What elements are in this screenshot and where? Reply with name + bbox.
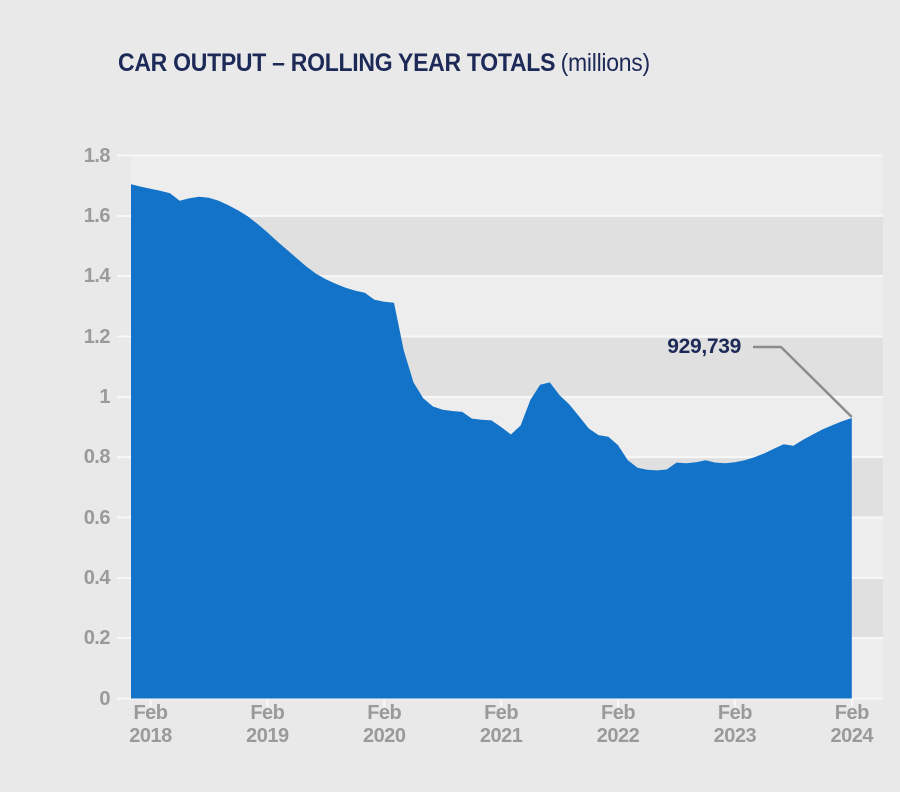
x-axis-label-feb-2022: Feb 2022 bbox=[596, 702, 640, 747]
chart-title-unit: (millions) bbox=[560, 49, 651, 77]
x-axis-label-feb-2024: Feb 2024 bbox=[830, 702, 874, 747]
annotation-leader-line bbox=[753, 345, 853, 418]
x-axis-label-feb-2021: Feb 2021 bbox=[479, 702, 523, 747]
y-axis-label-0-2: 0.2 bbox=[83, 627, 111, 650]
area-series-car-output bbox=[131, 184, 852, 699]
y-axis-label-0-8: 0.8 bbox=[83, 446, 111, 469]
x-axis-ticks bbox=[149, 698, 853, 707]
x-axis-label-feb-2019: Feb 2019 bbox=[246, 702, 289, 747]
y-axis-label-1-6: 1.6 bbox=[83, 204, 111, 227]
y-axis-label-1-8: 1.8 bbox=[83, 144, 111, 167]
y-axis-label-0: 0 bbox=[99, 687, 110, 710]
y-axis-label-1-0: 1 bbox=[99, 385, 110, 408]
page-title: CAR OUTPUT – ROLLING YEAR TOTALS (million… bbox=[118, 50, 650, 76]
y-axis-label-0-4: 0.4 bbox=[83, 566, 111, 589]
x-axis-label-feb-2020: Feb 2020 bbox=[363, 702, 406, 747]
final-value-annotation: 929,739 bbox=[667, 335, 741, 358]
y-axis-label-1-2: 1.2 bbox=[83, 325, 111, 348]
x-axis-label-feb-2023: Feb 2023 bbox=[713, 702, 757, 747]
chart-title-main: CAR OUTPUT – ROLLING YEAR TOTALS bbox=[118, 49, 556, 77]
y-axis-label-0-6: 0.6 bbox=[83, 506, 111, 529]
y-axis-label-1-4: 1.4 bbox=[83, 265, 111, 288]
x-axis-label-feb-2018: Feb 2018 bbox=[129, 702, 172, 747]
